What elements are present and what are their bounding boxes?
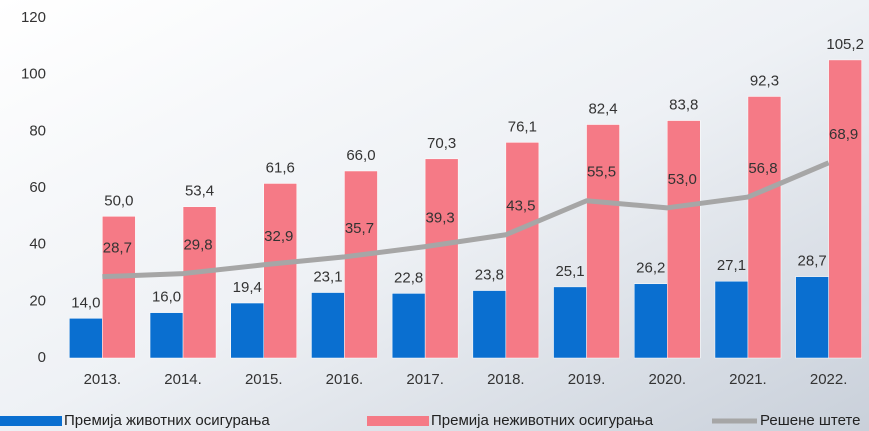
data-label: 23,1 — [313, 269, 342, 286]
bar — [149, 312, 184, 359]
data-label: 27,1 — [717, 257, 746, 274]
y-tick-label: 40 — [29, 236, 46, 253]
bar — [828, 59, 862, 359]
x-tick-label: 2015. — [245, 371, 283, 388]
data-label: 14,0 — [71, 294, 100, 311]
legend-swatch — [0, 416, 62, 426]
bar — [795, 276, 829, 359]
data-label: 43,5 — [506, 198, 535, 215]
bar — [747, 96, 782, 359]
data-label: 19,4 — [233, 279, 262, 296]
y-tick-label: 80 — [29, 122, 46, 139]
data-label: 32,9 — [264, 228, 293, 245]
data-label: 92,3 — [750, 72, 779, 89]
x-tick-label: 2019. — [568, 371, 606, 388]
y-tick-label: 20 — [29, 292, 46, 309]
data-label: 76,1 — [508, 118, 537, 135]
data-label: 29,8 — [183, 237, 212, 254]
data-label: 70,3 — [427, 135, 456, 152]
y-tick-label: 120 — [21, 9, 46, 26]
data-label: 56,8 — [748, 160, 777, 177]
legend-label: Решене штете — [760, 412, 860, 429]
data-label: 82,4 — [588, 101, 617, 118]
data-label: 68,9 — [829, 126, 858, 143]
bar — [182, 206, 217, 359]
data-label: 50,0 — [104, 192, 133, 209]
bar — [553, 286, 587, 359]
bar — [344, 170, 378, 359]
data-label: 16,0 — [152, 289, 181, 306]
x-tick-label: 2013. — [84, 371, 122, 388]
x-tick-label: 2017. — [406, 371, 444, 388]
data-label: 28,7 — [798, 253, 827, 270]
bar — [667, 120, 701, 359]
data-label: 25,1 — [555, 263, 584, 280]
y-tick-label: 100 — [21, 66, 46, 83]
data-label: 55,5 — [587, 164, 616, 181]
data-label: 26,2 — [636, 260, 665, 277]
data-label: 35,7 — [345, 220, 374, 237]
x-tick-label: 2016. — [326, 371, 364, 388]
x-tick-label: 2020. — [648, 371, 686, 388]
legend-label: Премија животних осигурања — [64, 412, 270, 429]
bar — [505, 142, 540, 359]
y-tick-label: 60 — [29, 179, 46, 196]
data-label: 83,8 — [669, 97, 698, 114]
bar — [69, 318, 103, 359]
x-tick-label: 2021. — [729, 371, 767, 388]
y-tick-label: 0 — [38, 349, 46, 366]
bar — [424, 158, 459, 359]
line — [102, 160, 830, 280]
data-label: 53,4 — [185, 183, 214, 200]
bar — [472, 290, 507, 359]
data-label: 53,0 — [668, 171, 697, 188]
bar — [634, 283, 668, 359]
bar — [102, 216, 136, 359]
bar — [230, 302, 264, 359]
data-label: 23,8 — [475, 267, 504, 284]
data-label: 39,3 — [426, 210, 455, 227]
legend-swatch — [367, 416, 429, 426]
data-label: 22,8 — [394, 269, 423, 286]
bar — [391, 293, 426, 359]
x-tick-label: 2022. — [810, 371, 848, 388]
bar — [263, 183, 297, 359]
data-label: 28,7 — [103, 240, 132, 257]
x-tick-label: 2014. — [164, 371, 202, 388]
legend-label: Премија неживотних осигурања — [431, 412, 654, 429]
data-label: 105,2 — [826, 36, 864, 53]
bar — [714, 280, 749, 359]
bar — [311, 292, 345, 359]
data-label: 66,0 — [346, 147, 375, 164]
data-label: 61,6 — [266, 159, 295, 176]
bar — [586, 124, 620, 359]
x-tick-label: 2018. — [487, 371, 525, 388]
